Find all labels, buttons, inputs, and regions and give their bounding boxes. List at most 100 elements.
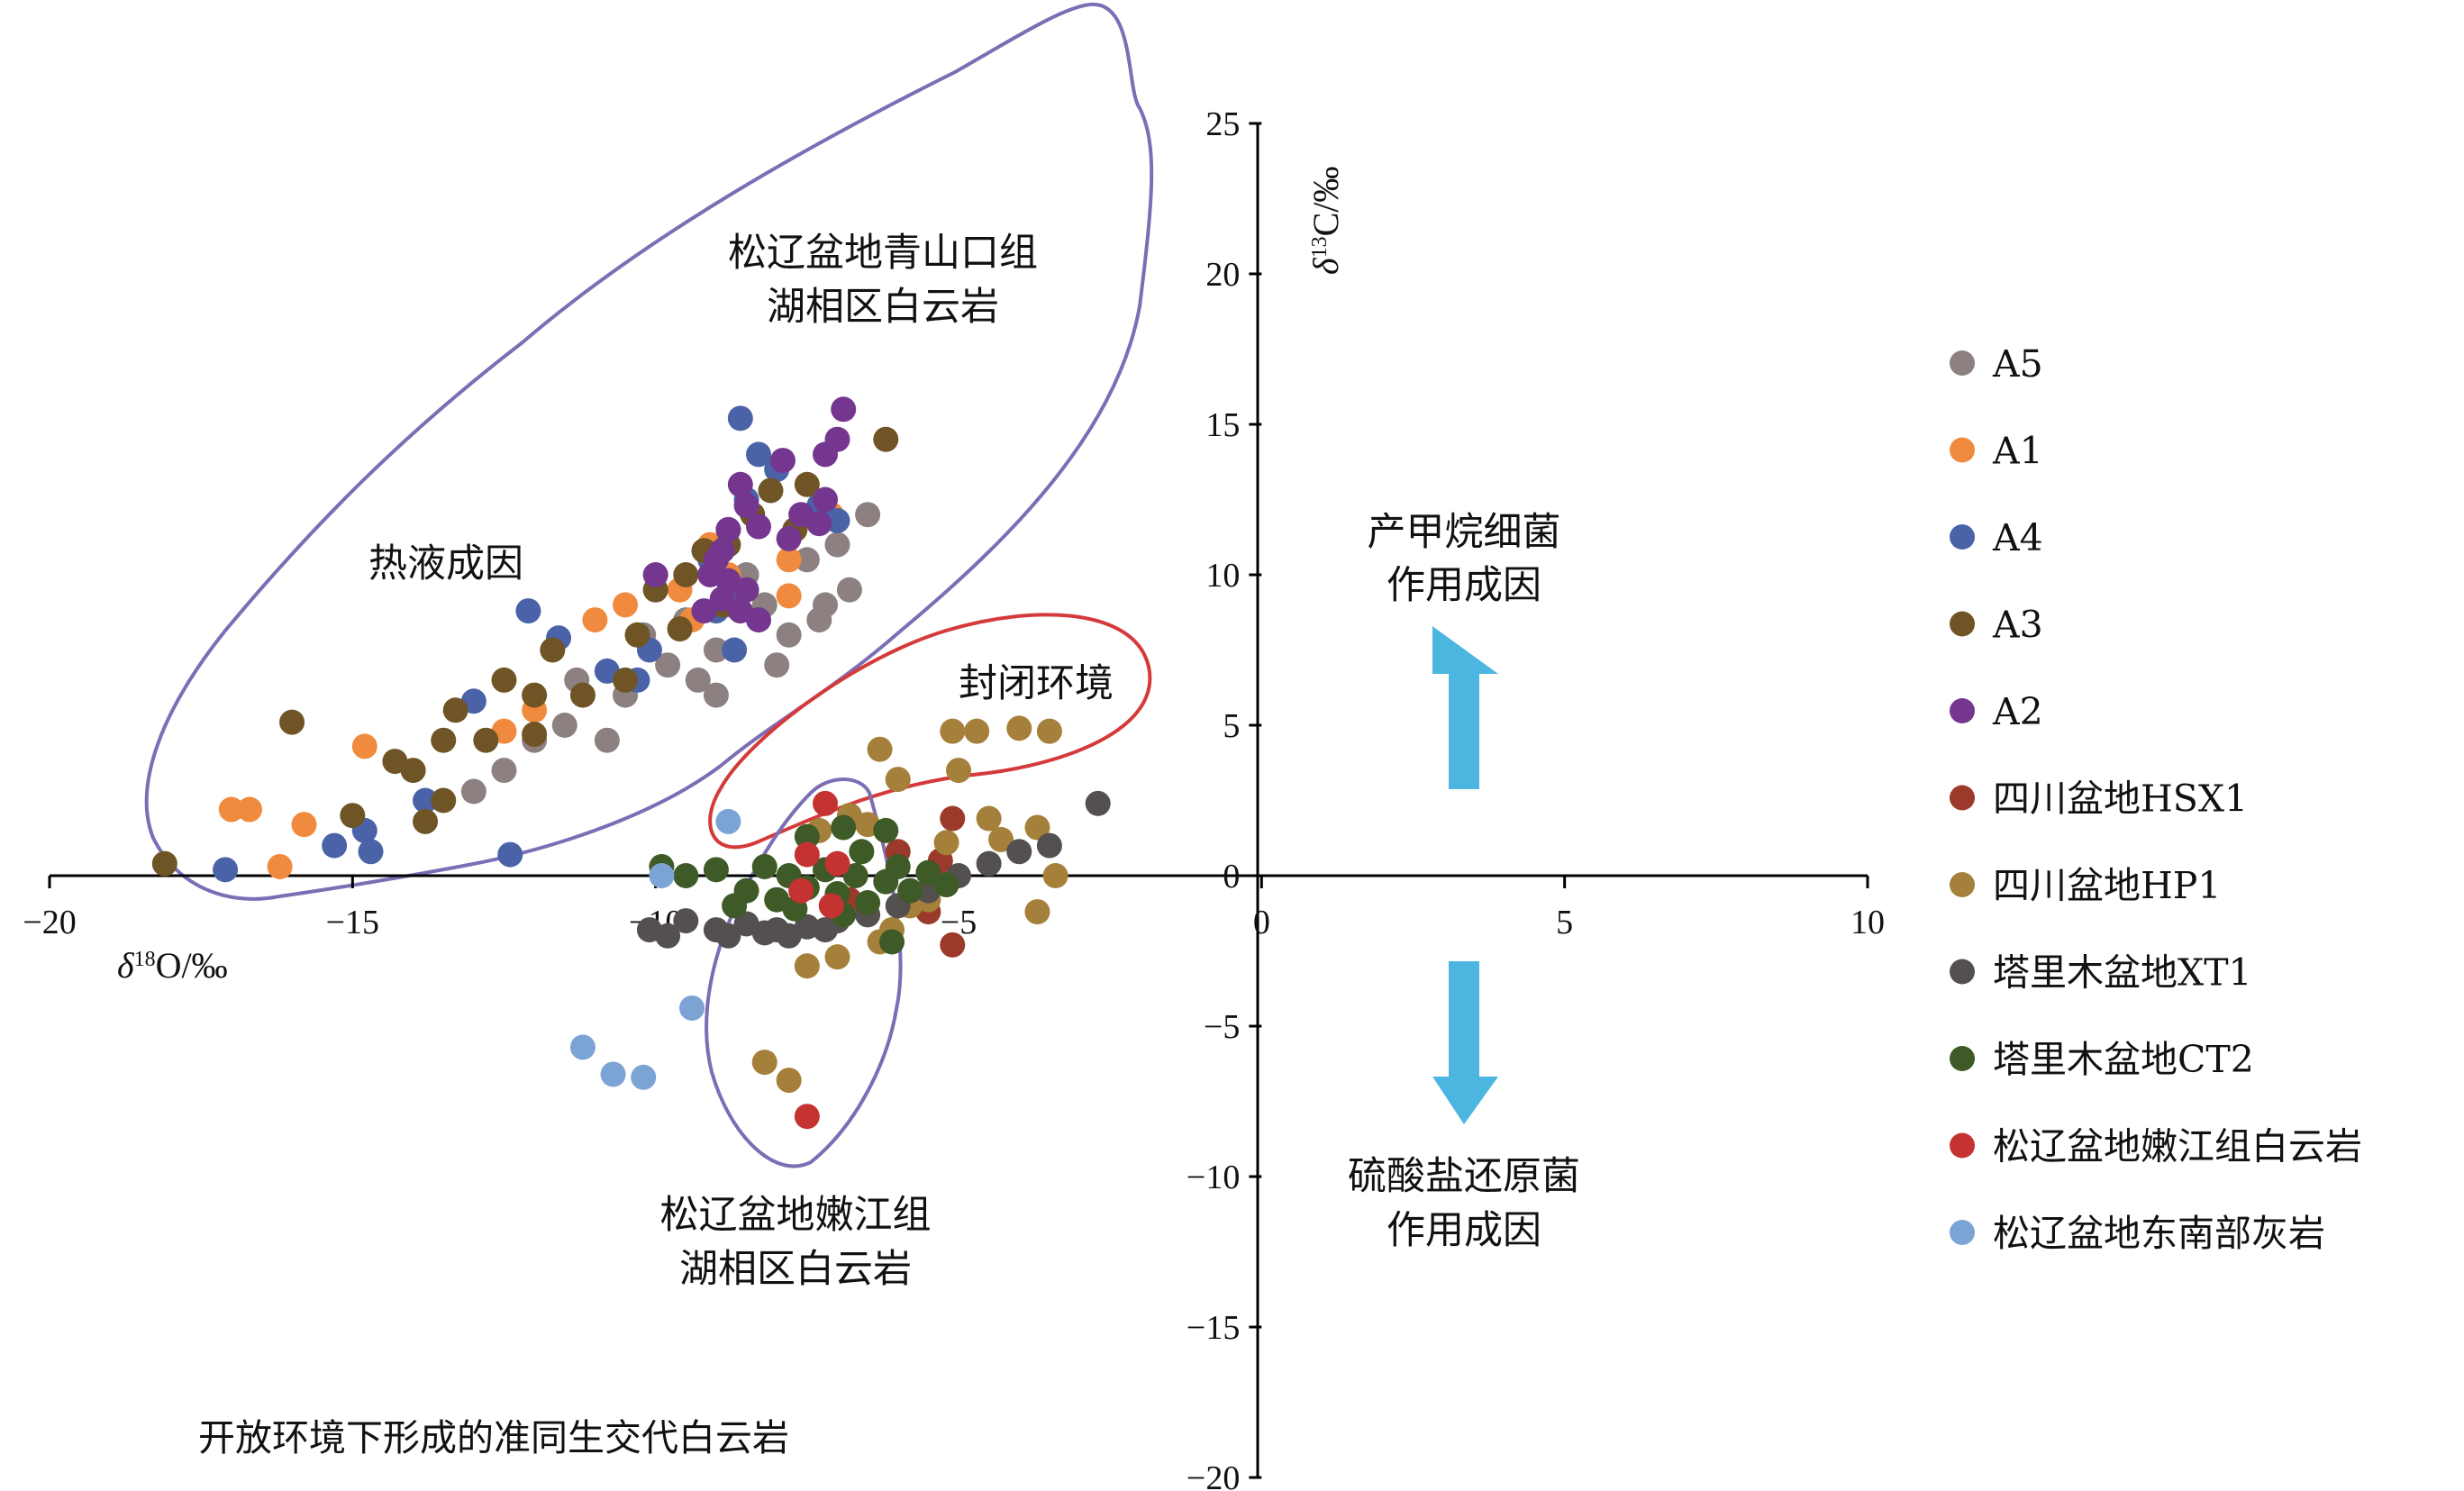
data-point — [813, 790, 839, 816]
data-point — [473, 727, 499, 753]
data-point — [1024, 814, 1050, 841]
hydrothermal-label: 热液成因 — [368, 541, 523, 586]
data-point — [1006, 839, 1032, 865]
data-point — [751, 1050, 777, 1076]
data-point — [642, 562, 668, 587]
data-point — [788, 502, 814, 528]
data-point — [213, 857, 239, 883]
data-point — [594, 727, 620, 753]
methanogen-label-line2: 作用成因 — [1387, 563, 1541, 608]
data-point — [351, 733, 377, 759]
data-point — [824, 850, 850, 877]
data-point — [746, 441, 772, 468]
data-point — [824, 532, 850, 558]
data-point — [764, 652, 790, 678]
legend-marker — [1950, 1046, 1975, 1071]
legend-marker — [1950, 1220, 1975, 1245]
legend-marker — [1950, 1132, 1975, 1159]
data-point — [679, 995, 705, 1021]
data-point — [582, 607, 608, 633]
data-point — [1024, 899, 1050, 925]
data-point — [940, 718, 966, 744]
data-point — [540, 637, 566, 663]
data-point — [491, 758, 517, 784]
data-point — [431, 727, 457, 753]
data-point — [776, 1068, 802, 1094]
data-point — [709, 586, 735, 612]
data-point — [733, 577, 759, 603]
data-point — [722, 637, 748, 663]
data-point — [673, 908, 699, 934]
data-point — [776, 583, 802, 609]
data-point — [769, 448, 796, 474]
data-point — [751, 853, 777, 879]
data-point — [794, 841, 820, 868]
data-point — [873, 426, 899, 452]
data-point — [279, 709, 305, 735]
x-tick-label: −20 — [23, 904, 76, 941]
data-points — [151, 396, 1111, 1130]
data-point — [776, 525, 802, 551]
data-point — [667, 616, 693, 642]
data-point — [358, 839, 384, 865]
legend-label: 松辽盆地东南部灰岩 — [1993, 1212, 2325, 1255]
y-tick-label: −20 — [1187, 1459, 1240, 1491]
data-point — [1036, 832, 1062, 859]
data-point — [613, 667, 639, 693]
data-point — [885, 853, 911, 879]
data-point — [522, 722, 548, 748]
y-tick-label: 15 — [1205, 406, 1240, 444]
legend-label: 四川盆地HP1 — [1993, 864, 2221, 907]
y-tick-label: 5 — [1223, 707, 1240, 745]
legend-label: A1 — [1992, 430, 2043, 473]
data-point — [1036, 718, 1062, 744]
data-point — [776, 622, 802, 648]
data-point — [813, 441, 839, 468]
data-point — [813, 917, 839, 943]
data-point — [933, 830, 959, 856]
data-point — [988, 826, 1014, 852]
data-point — [1085, 790, 1111, 816]
data-point — [794, 547, 820, 573]
y-tick-label: 25 — [1205, 105, 1240, 143]
data-point — [460, 778, 486, 805]
y-tick-label: 0 — [1223, 858, 1240, 896]
methanogen-label-line1: 产甲烷细菌 — [1368, 510, 1561, 555]
sulfate-label-line1: 硫酸盐还原菌 — [1348, 1154, 1580, 1199]
data-point — [897, 877, 923, 904]
data-point — [836, 577, 862, 603]
data-point — [497, 841, 523, 868]
data-point — [515, 598, 541, 624]
closed-environment-label: 封闭环境 — [959, 661, 1114, 706]
data-point — [703, 857, 729, 883]
data-point — [431, 787, 457, 814]
arrow-up-icon — [1432, 626, 1498, 789]
data-point — [691, 598, 717, 624]
data-point — [382, 749, 408, 775]
data-point — [727, 405, 753, 432]
legend-marker — [1950, 524, 1975, 550]
data-point — [655, 923, 681, 949]
data-point — [842, 863, 868, 888]
legend-label: 塔里木盆地XT1 — [1993, 951, 2252, 995]
data-point — [758, 477, 784, 504]
data-point — [715, 516, 741, 542]
legend-label: 松辽盆地嫩江组白云岩 — [1993, 1125, 2362, 1168]
data-point — [831, 814, 857, 841]
arrow-down-icon — [1432, 961, 1498, 1124]
legend-marker — [1950, 437, 1975, 463]
data-point — [624, 622, 650, 648]
legend-label: 四川盆地HSX1 — [1993, 777, 2248, 821]
x-tick-label: 5 — [1556, 904, 1573, 941]
data-point — [946, 758, 971, 784]
data-point — [776, 547, 802, 573]
y-tick-label: −5 — [1204, 1008, 1240, 1046]
data-point — [813, 592, 839, 618]
qingshankou-label-line2: 湖相区白云岩 — [767, 285, 999, 330]
sulfate-label-line2: 作用成因 — [1387, 1208, 1541, 1253]
open-environment-label: 开放环境下形成的准同生交代白云岩 — [198, 1416, 789, 1459]
data-point — [855, 890, 881, 916]
y-tick-label: −10 — [1187, 1159, 1240, 1196]
legend: A5 A1 A4 A3 A2 四川盆地HSX1 四川盆地HP1 塔里木盆地XT1 塔里木盆地CT… — [1950, 342, 2362, 1255]
legend-marker — [1950, 611, 1975, 637]
